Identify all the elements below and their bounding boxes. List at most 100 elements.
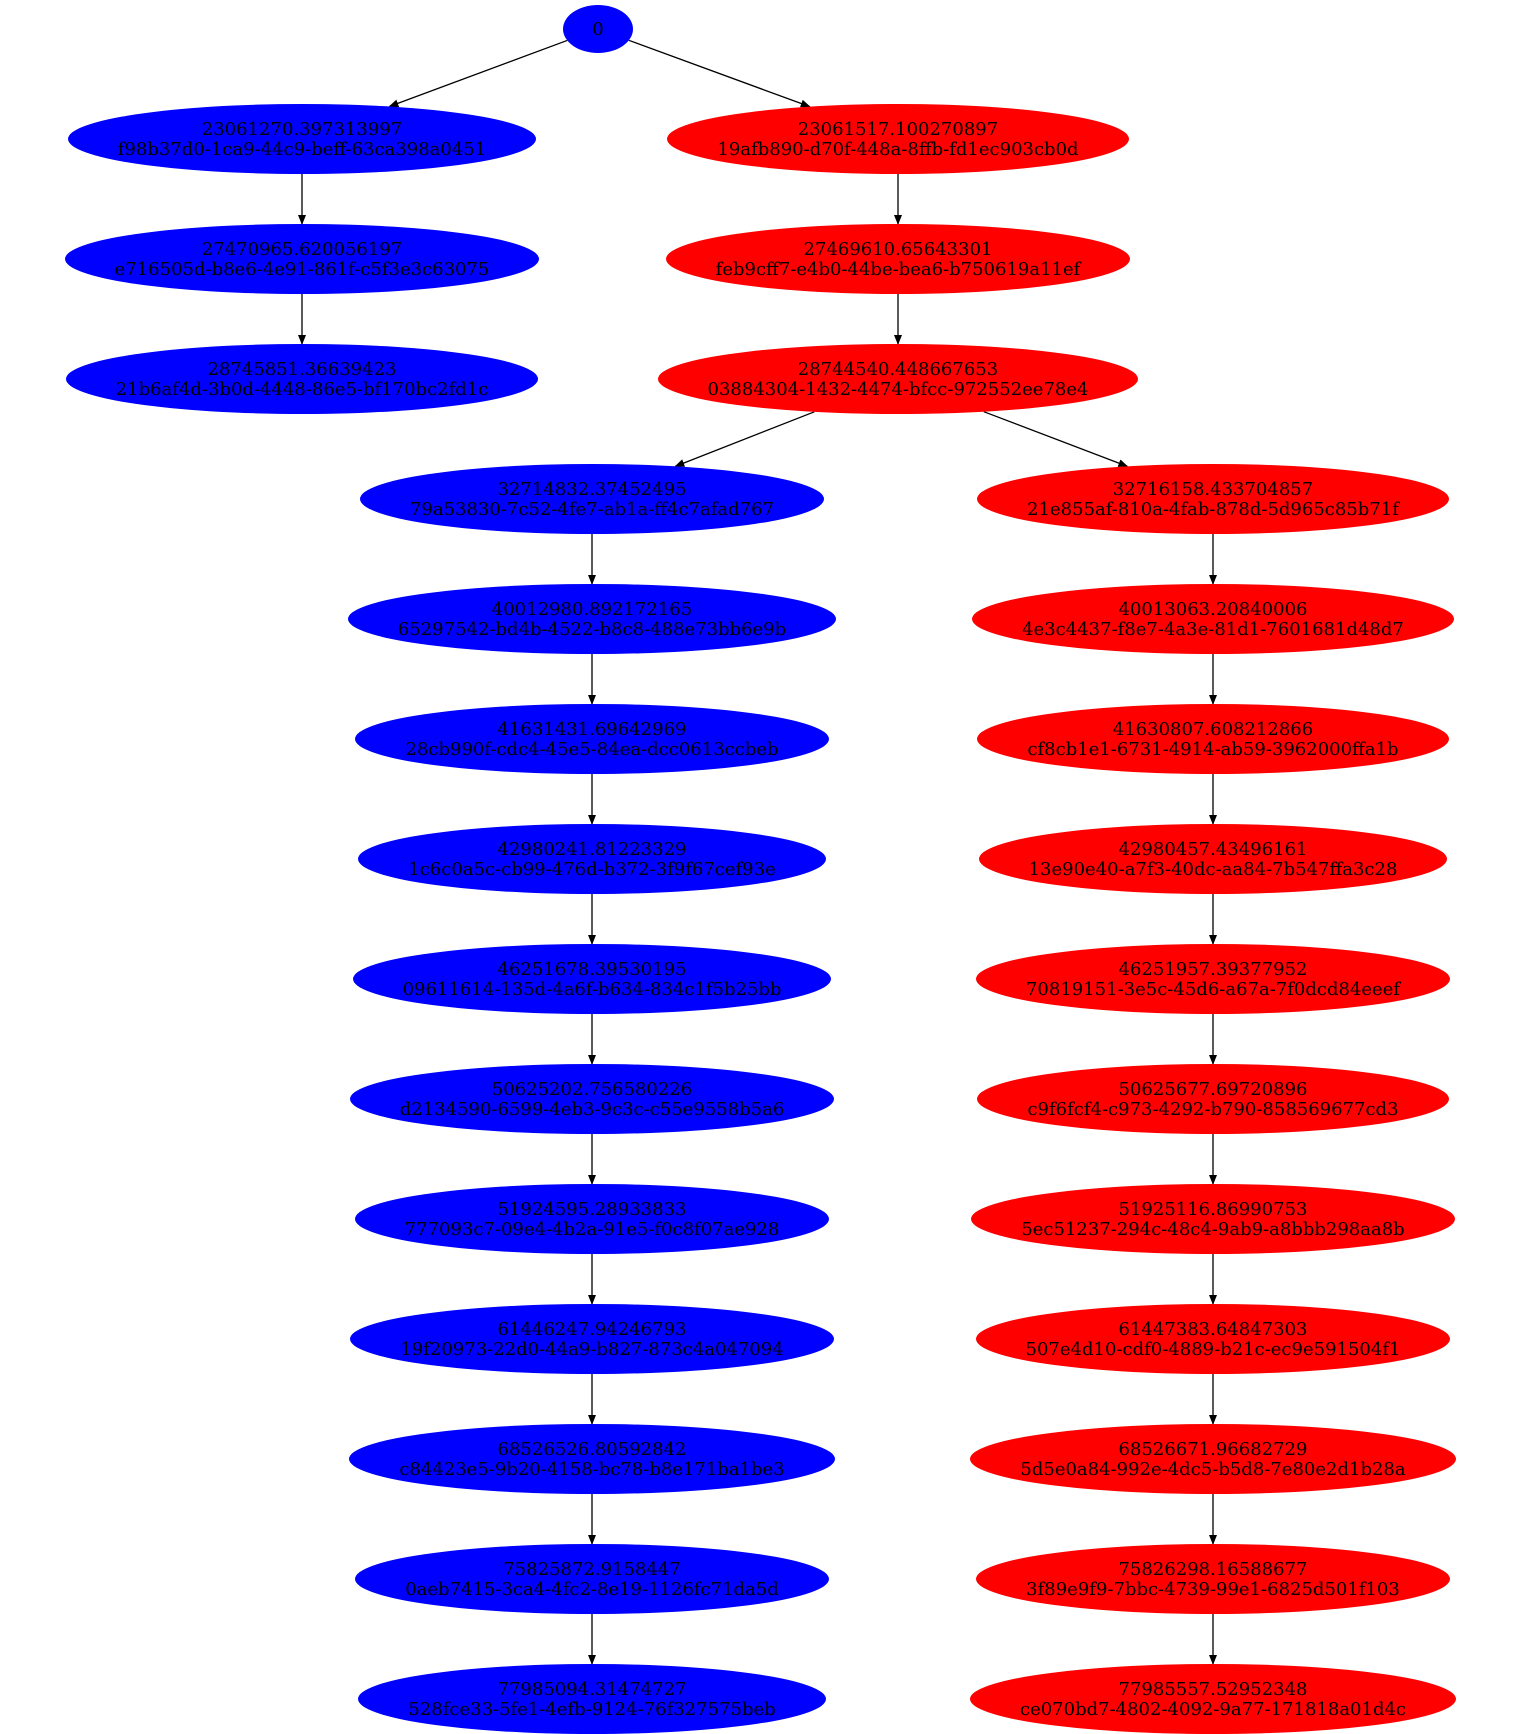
node-red-sub-9-shape: [970, 1424, 1456, 1494]
node-blue-top-1-value: 23061270.397313997: [202, 119, 402, 140]
node-blue-sub-2: 40012980.89217216565297542-bd4b-4522-b8c…: [348, 584, 836, 654]
node-red-sub-10: 75826298.165886773f89e9f9-7bbc-4739-99e1…: [976, 1544, 1450, 1614]
node-blue-sub-6-id: d2134590-6599-4eb3-9c3c-c55e9558b5a6: [400, 1099, 785, 1120]
root-node: 0: [563, 5, 633, 53]
node-blue-sub-5-value: 46251678.39530195: [498, 959, 687, 980]
node-red-sub-9-value: 68526671.96682729: [1119, 1439, 1308, 1460]
node-red-sub-9: 68526671.966827295d5e0a84-992e-4dc5-b5d8…: [970, 1424, 1456, 1494]
node-blue-sub-11-id: 528fce33-5fe1-4efb-9124-76f327575beb: [408, 1699, 775, 1720]
node-red-sub-11-id: ce070bd7-4802-4092-9a77-171818a01d4c: [1020, 1699, 1406, 1720]
node-red-top-2-value: 27469610.65643301: [804, 239, 993, 260]
node-blue-top-2-value: 27470965.620056197: [202, 239, 402, 260]
node-blue-sub-11: 77985094.31474727528fce33-5fe1-4efb-9124…: [358, 1664, 826, 1734]
edge-blue-sub-1: [674, 411, 815, 467]
node-red-sub-10-id: 3f89e9f9-7bbc-4739-99e1-6825d501f103: [1026, 1579, 1400, 1600]
node-red-sub-8-id: 507e4d10-cdf0-4889-b21c-ec9e591504f1: [1026, 1339, 1401, 1360]
node-red-sub-1: 32716158.43370485721e855af-810a-4fab-878…: [977, 464, 1449, 534]
node-red-sub-5-value: 46251957.39377952: [1119, 959, 1308, 980]
node-red-sub-6-shape: [977, 1064, 1449, 1134]
node-red-sub-4-value: 42980457.43496161: [1119, 839, 1308, 860]
node-blue-sub-2-shape: [348, 584, 836, 654]
node-blue-sub-3-value: 41631431.69642969: [498, 719, 687, 740]
node-red-top-3-value: 28744540.448667653: [798, 359, 998, 380]
node-red-sub-10-shape: [976, 1544, 1450, 1614]
node-red-top-1-id: 19afb890-d70f-448a-8ffb-fd1ec903cb0d: [717, 139, 1078, 160]
node-blue-sub-3-shape: [355, 704, 829, 774]
node-red-sub-3-value: 41630807.608212866: [1113, 719, 1313, 740]
node-blue-sub-5-shape: [353, 944, 831, 1014]
node-blue-sub-9-shape: [349, 1424, 835, 1494]
node-red-top-3-shape: [658, 344, 1138, 414]
node-red-top-1: 23061517.10027089719afb890-d70f-448a-8ff…: [667, 104, 1129, 174]
node-blue-sub-7-shape: [355, 1184, 829, 1254]
edge-red-top-1: [628, 39, 811, 108]
node-red-sub-8: 61447383.64847303507e4d10-cdf0-4889-b21c…: [976, 1304, 1450, 1374]
node-blue-sub-5-id: 09611614-135d-4a6f-b634-834c1f5b25bb: [403, 979, 782, 1000]
node-blue-sub-6-value: 50625202.756580226: [492, 1079, 692, 1100]
node-red-sub-11-value: 77985557.52952348: [1119, 1679, 1308, 1700]
node-blue-sub-8-shape: [350, 1304, 834, 1374]
node-blue-sub-4-value: 42980241.81223329: [498, 839, 687, 860]
node-blue-sub-8: 61446247.9424679319f20973-22d0-44a9-b827…: [350, 1304, 834, 1374]
node-red-top-2-shape: [666, 224, 1130, 294]
node-blue-sub-4-shape: [358, 824, 826, 894]
node-red-sub-2: 40013063.208400064e3c4437-f8e7-4a3e-81d1…: [972, 584, 1454, 654]
node-blue-sub-6-shape: [350, 1064, 834, 1134]
node-blue-sub-11-value: 77985094.31474727: [498, 1679, 687, 1700]
node-red-top-1-value: 23061517.100270897: [798, 119, 998, 140]
node-red-sub-11-shape: [970, 1664, 1456, 1734]
node-red-sub-7-shape: [971, 1184, 1455, 1254]
node-red-top-2: 27469610.65643301feb9cff7-e4b0-44be-bea6…: [666, 224, 1130, 294]
node-blue-sub-10-value: 75825872.9158447: [503, 1559, 681, 1580]
node-red-sub-5-id: 70819151-3e5c-45d6-a67a-7f0dcd84eeef: [1026, 979, 1401, 1000]
node-blue-top-1: 23061270.397313997f98b37d0-1ca9-44c9-bef…: [68, 104, 536, 174]
node-red-top-1-shape: [667, 104, 1129, 174]
node-red-sub-3-id: cf8cb1e1-6731-4914-ab59-3962000ffa1b: [1027, 739, 1398, 760]
edge-layer: [298, 39, 1217, 1665]
node-red-sub-7-value: 51925116.86990753: [1119, 1199, 1308, 1220]
node-blue-sub-9: 68526526.80592842c84423e5-9b20-4158-bc78…: [349, 1424, 835, 1494]
root-node-value: 0: [592, 19, 603, 40]
node-blue-top-2: 27470965.620056197e716505d-b8e6-4e91-861…: [65, 224, 539, 294]
node-blue-sub-1-value: 32714832.37452495: [498, 479, 687, 500]
node-blue-sub-7: 51924595.28933833777093c7-09e4-4b2a-91e5…: [355, 1184, 829, 1254]
node-blue-top-1-id: f98b37d0-1ca9-44c9-beff-63ca398a0451: [118, 139, 486, 160]
node-blue-sub-9-id: c84423e5-9b20-4158-bc78-b8e171ba1be3: [399, 1459, 784, 1480]
node-blue-sub-1: 32714832.3745249579a53830-7c52-4fe7-ab1a…: [360, 464, 824, 534]
node-blue-sub-4: 42980241.812233291c6c0a5c-cb99-476d-b372…: [358, 824, 826, 894]
node-red-sub-1-id: 21e855af-810a-4fab-878d-5d965c85b71f: [1027, 499, 1400, 520]
node-red-sub-6-id: c9f6fcf4-c973-4292-b790-858569677cd3: [1027, 1099, 1398, 1120]
node-red-sub-1-shape: [977, 464, 1449, 534]
node-blue-sub-3: 41631431.6964296928cb990f-cdc4-45e5-84ea…: [355, 704, 829, 774]
node-blue-sub-2-id: 65297542-bd4b-4522-b8c8-488e73bb6e9b: [398, 619, 786, 640]
node-red-sub-3-shape: [977, 704, 1449, 774]
node-red-sub-11: 77985557.52952348ce070bd7-4802-4092-9a77…: [970, 1664, 1456, 1734]
node-blue-sub-5: 46251678.3953019509611614-135d-4a6f-b634…: [353, 944, 831, 1014]
node-red-sub-1-value: 32716158.433704857: [1113, 479, 1313, 500]
node-red-top-2-id: feb9cff7-e4b0-44be-bea6-b750619a11ef: [716, 259, 1082, 280]
node-blue-top-3-id: 21b6af4d-3b0d-4448-86e5-bf170bc2fd1c: [116, 379, 489, 400]
node-blue-sub-8-id: 19f20973-22d0-44a9-b827-873c4a047094: [400, 1339, 783, 1360]
node-blue-sub-6: 50625202.756580226d2134590-6599-4eb3-9c3…: [350, 1064, 834, 1134]
node-blue-sub-10-shape: [355, 1544, 829, 1614]
node-blue-sub-4-id: 1c6c0a5c-cb99-476d-b372-3f9f67cef93e: [408, 859, 775, 880]
node-blue-sub-11-shape: [358, 1664, 826, 1734]
edge-red-sub-1: [983, 411, 1129, 467]
node-red-sub-4-shape: [979, 824, 1447, 894]
node-red-sub-4: 42980457.4349616113e90e40-a7f3-40dc-aa84…: [979, 824, 1447, 894]
root-node-shape: [563, 5, 633, 53]
node-blue-top-1-shape: [68, 104, 536, 174]
node-blue-sub-1-shape: [360, 464, 824, 534]
node-blue-sub-2-value: 40012980.892172165: [492, 599, 692, 620]
node-red-sub-2-id: 4e3c4437-f8e7-4a3e-81d1-7601681d48d7: [1022, 619, 1404, 640]
node-blue-sub-9-value: 68526526.80592842: [498, 1439, 687, 1460]
node-blue-sub-7-id: 777093c7-09e4-4b2a-91e5-f0c8f07ae928: [405, 1219, 780, 1240]
node-red-sub-4-id: 13e90e40-a7f3-40dc-aa84-7b547ffa3c28: [1029, 859, 1398, 880]
node-blue-top-3-shape: [66, 344, 538, 414]
node-red-sub-5: 46251957.3937795270819151-3e5c-45d6-a67a…: [976, 944, 1450, 1014]
node-blue-top-3-value: 28745851.36639423: [208, 359, 397, 380]
node-red-sub-6-value: 50625677.69720896: [1119, 1079, 1308, 1100]
node-layer: 0 23061270.397313997f98b37d0-1ca9-44c9-be…: [65, 5, 1456, 1734]
node-blue-top-2-shape: [65, 224, 539, 294]
